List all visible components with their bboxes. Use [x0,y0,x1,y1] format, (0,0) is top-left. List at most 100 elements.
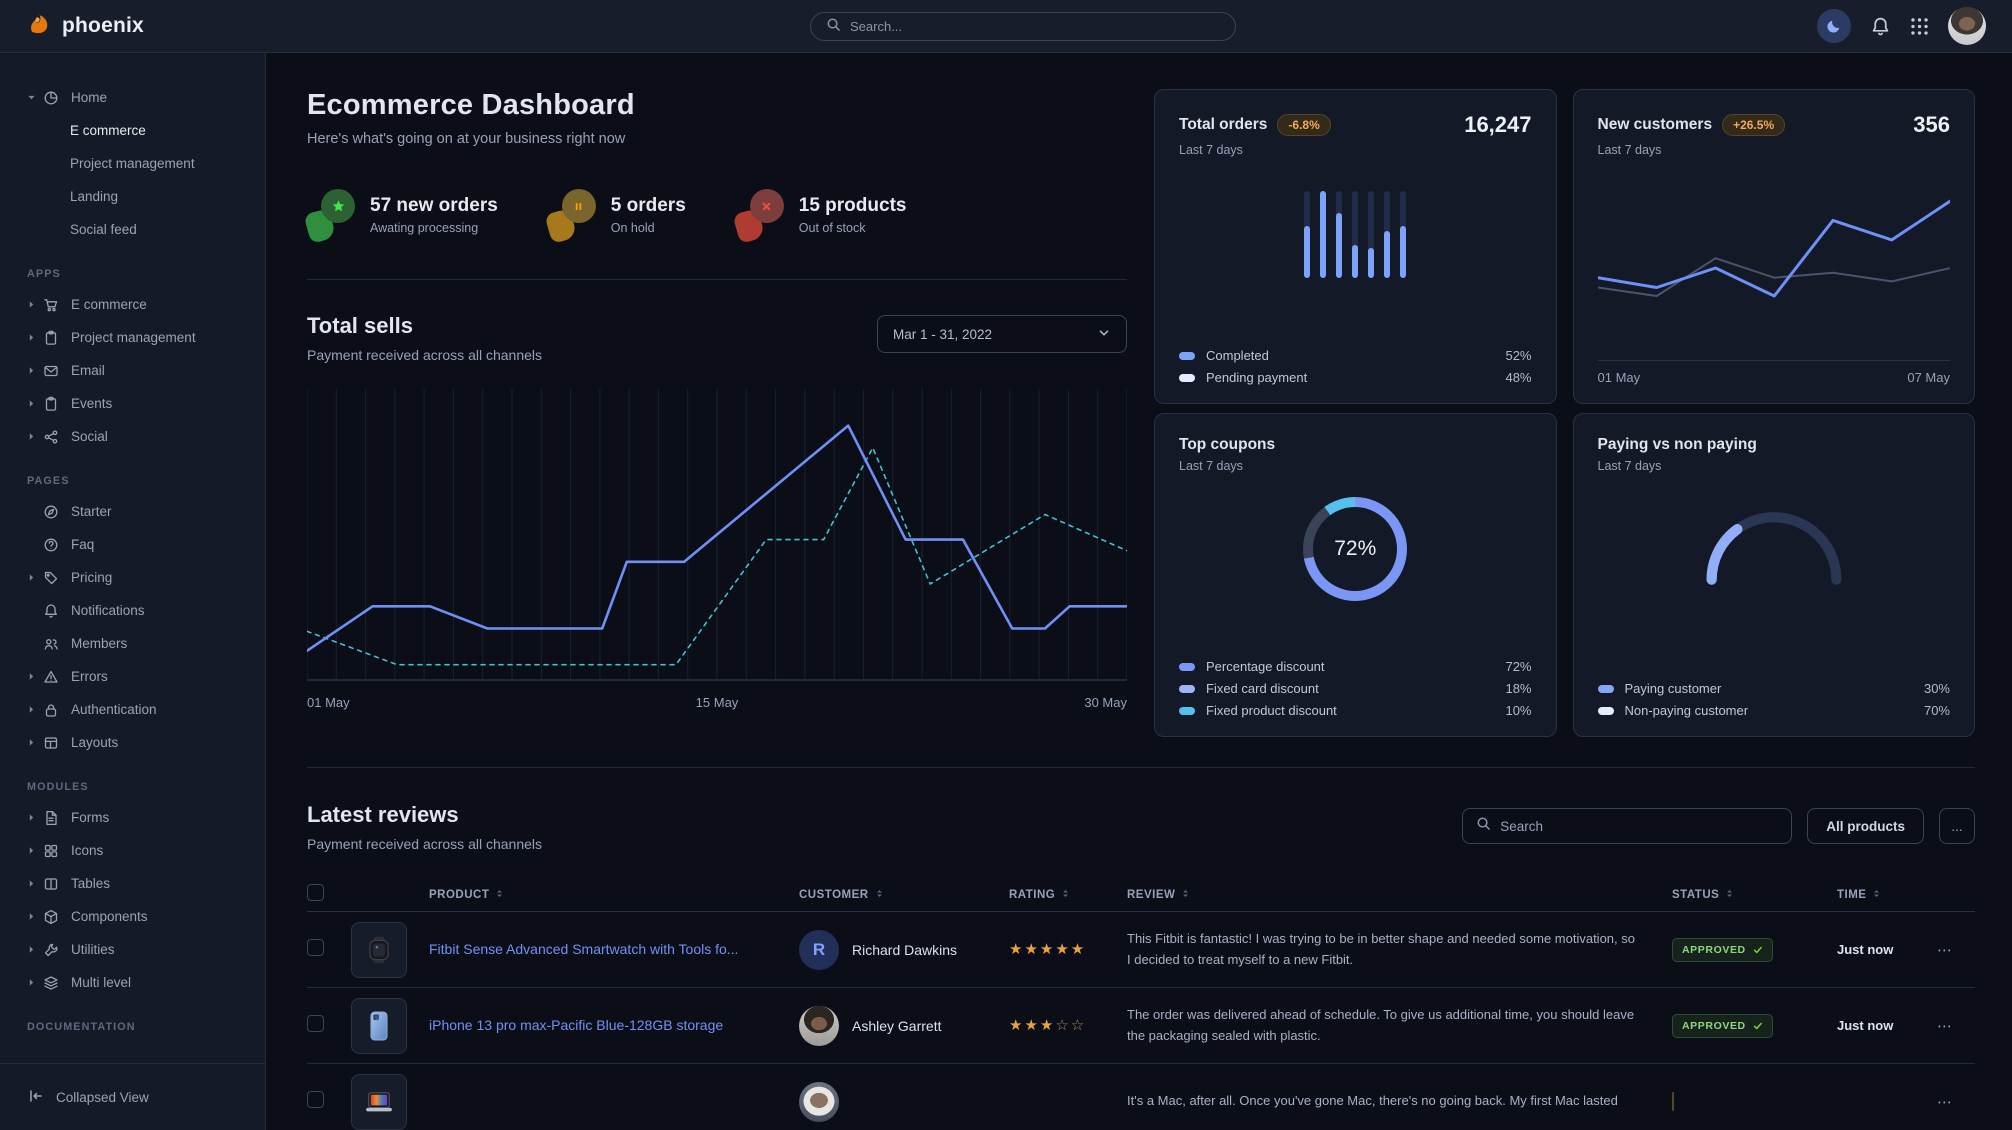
sidebar-item-label: Members [71,636,128,651]
reviews-more-button[interactable]: ... [1939,808,1975,844]
all-products-button[interactable]: All products [1807,808,1924,844]
sidebar-item-components[interactable]: Components [0,900,265,933]
legend-value: 52% [1505,348,1532,363]
sidebar-item-tables[interactable]: Tables [0,867,265,900]
stat-caption: Out of stock [798,221,866,235]
card-period: Last 7 days [1179,143,1243,157]
legend-value: 18% [1505,681,1532,696]
legend-value: 70% [1923,703,1950,718]
user-avatar[interactable] [1948,7,1986,45]
date-range-value: Mar 1 - 31, 2022 [893,326,993,342]
sidebar-item-pricing[interactable]: Pricing [0,561,265,594]
product-cell: iPhone 13 pro max-Pacific Blue-128GB sto… [429,1016,799,1036]
column-header-time[interactable]: TIME [1837,888,1937,902]
legend-label: Percentage discount [1206,659,1325,674]
order-bar [1400,191,1407,278]
check-icon [1753,946,1762,953]
theme-toggle-moon-icon[interactable] [1817,9,1851,43]
legend-swatch [1179,684,1195,693]
sidebar-subitem-e-commerce[interactable]: E commerce [70,123,146,138]
main-content: Ecommerce Dashboard Here's what's going … [266,53,2012,1130]
sidebar-item-utilities[interactable]: Utilities [0,933,265,966]
total-orders-legend: Completed 52% Pending payment 48% [1179,348,1532,385]
sidebar-item-layouts[interactable]: Layouts [0,726,265,759]
checkbox-cell [307,1014,351,1037]
caret-right-icon [27,705,43,714]
row-actions-dots-icon[interactable]: ⋯ [1937,1017,1953,1035]
pie-chart-icon [43,90,60,106]
row-actions-dots-icon[interactable]: ⋯ [1937,1093,1953,1111]
sidebar-item-icons[interactable]: Icons [0,834,265,867]
card-title: Paying vs non paying [1597,436,1757,453]
sidebar-item-members[interactable]: Members [0,627,265,660]
product-link[interactable]: iPhone 13 pro max-Pacific Blue-128GB sto… [429,1016,724,1033]
global-search-input[interactable] [850,19,1220,34]
legend-swatch [1597,706,1614,715]
sidebar-item-label: Notifications [71,603,145,618]
customer-avatar[interactable] [799,1005,839,1046]
product-image-iphone[interactable] [351,997,407,1054]
sidebar-collapse-button[interactable]: Collapsed View [0,1063,265,1130]
reviews-search-input[interactable] [1500,818,1779,834]
customer-avatar[interactable] [799,1081,839,1122]
sidebar-item-starter[interactable]: Starter [0,495,265,528]
brand-logo[interactable]: phoenix [26,10,144,42]
product-link[interactable]: Fitbit Sense Advanced Smartwatch with To… [429,940,739,957]
sidebar-item-multi-level[interactable]: Multi level [0,966,265,999]
sidebar-subitem-project-management[interactable]: Project management [70,156,195,171]
row-actions-dots-icon[interactable]: ⋯ [1937,941,1953,959]
column-header-customer[interactable]: CUSTOMER [799,888,1009,902]
sidebar-item-forms[interactable]: Forms [0,801,265,834]
column-header-product[interactable]: PRODUCT [429,888,799,902]
date-range-select[interactable]: Mar 1 - 31, 2022 [877,315,1127,353]
sidebar-item-home[interactable]: Home [0,81,265,114]
legend-value: 72% [1505,659,1532,674]
sidebar-item-authentication[interactable]: Authentication [0,693,265,726]
product-image-watch[interactable] [351,921,407,978]
clipboard-icon [43,330,60,346]
apps-grid-icon[interactable] [1910,17,1929,36]
column-header-status[interactable]: STATUS [1672,888,1837,902]
sidebar-item-label: Components [71,909,148,924]
product-image-macbook[interactable] [351,1073,407,1130]
sidebar-item-notifications[interactable]: Notifications [0,594,265,627]
review-time: Just now [1837,941,1894,957]
warning-icon [43,669,60,685]
columns-icon [43,876,60,892]
sidebar-item-email[interactable]: Email [0,354,265,387]
sidebar-item-project-management[interactable]: Project management [0,321,265,354]
column-header-review[interactable]: REVIEW [1127,888,1672,902]
row-checkbox[interactable] [307,1090,324,1108]
new-customers-card: New customers +26.5% 356 Last 7 days 01 … [1572,89,1975,404]
product-thumb-cell [351,921,429,978]
sidebar-item-events[interactable]: Events [0,387,265,420]
customer-avatar[interactable]: R [799,929,839,970]
sidebar-item-faq[interactable]: Faq [0,528,265,561]
sidebar-item-label: Project management [71,330,196,345]
global-search[interactable] [810,12,1236,41]
sidebar-subitem-landing[interactable]: Landing [70,189,119,204]
sidebar-item-label: Tables [71,876,111,891]
card-title: Total orders [1179,116,1268,133]
legend-value: 48% [1505,370,1532,385]
product-thumb-cell [351,1073,429,1130]
sidebar-item-errors[interactable]: Errors [0,660,265,693]
order-bar [1368,191,1375,278]
dashboard-left-column: Ecommerce Dashboard Here's what's going … [303,89,1129,737]
top-navbar: phoenix [0,0,2012,53]
card-period: Last 7 days [1179,459,1243,473]
sidebar-item-social[interactable]: Social [0,420,265,453]
new-customers-line-chart [1596,179,1952,322]
caret-right-icon [27,945,43,954]
row-checkbox[interactable] [307,938,324,956]
collapse-icon [28,1088,44,1107]
sidebar-item-e-commerce[interactable]: E commerce [0,288,265,321]
sidebar-subitem-social-feed[interactable]: Social feed [70,222,137,237]
column-header-rating[interactable]: RATING [1009,888,1127,902]
row-checkbox[interactable] [307,1014,324,1032]
notifications-bell-icon[interactable] [1870,16,1891,37]
caret-right-icon [27,813,43,822]
sidebar-item-label: Layouts [71,735,119,750]
reviews-search[interactable] [1462,808,1793,844]
select-all-checkbox[interactable] [307,883,324,901]
